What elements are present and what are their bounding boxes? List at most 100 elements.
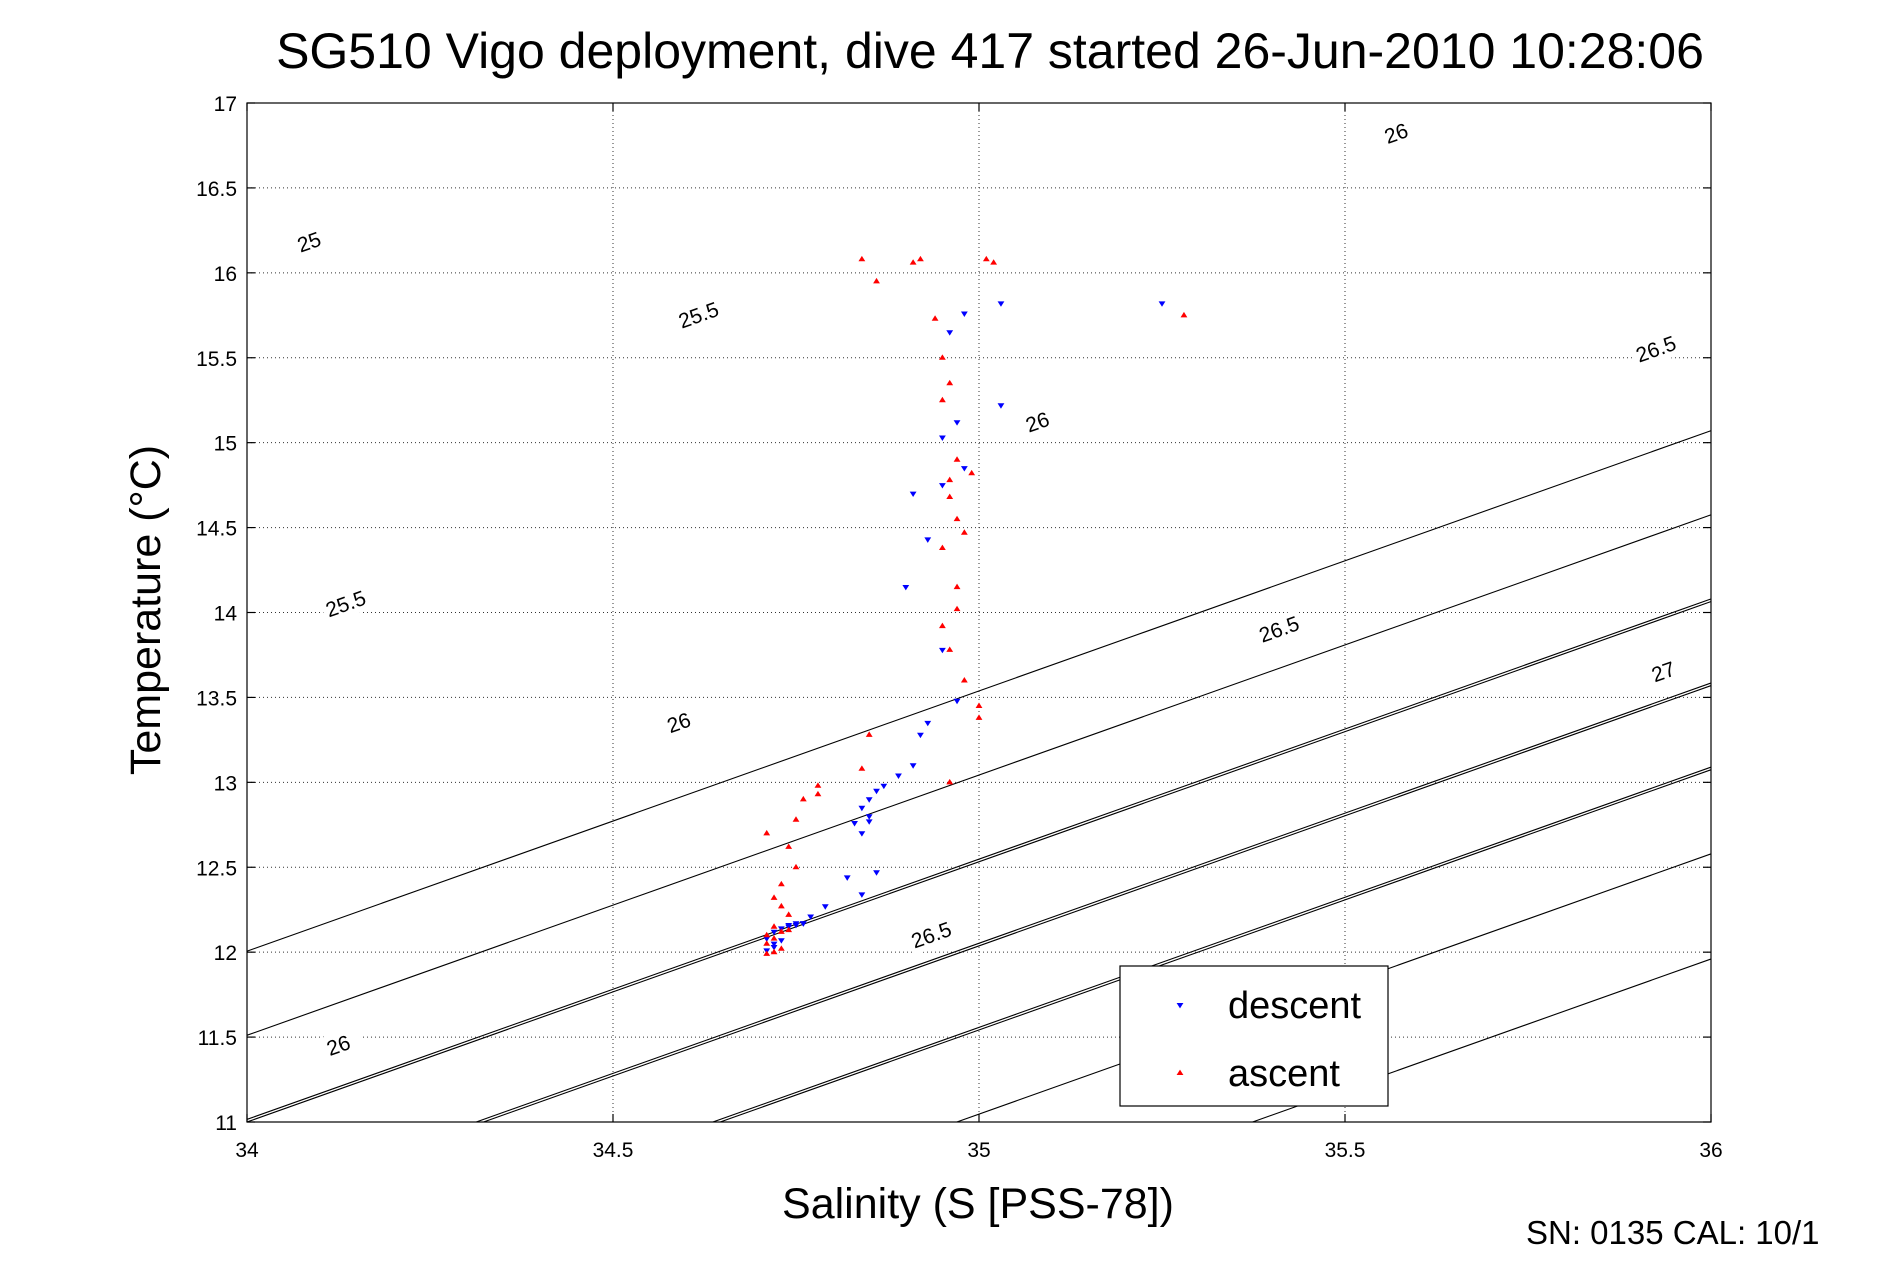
descent-point	[946, 330, 954, 336]
ascent-point	[909, 259, 917, 265]
descent-point	[902, 584, 910, 591]
descent-point	[843, 875, 851, 881]
descent-point	[924, 537, 932, 543]
ascent-point	[814, 790, 822, 797]
descent-point	[821, 904, 829, 910]
contour-label-background	[1629, 328, 1684, 370]
ascent-point	[763, 940, 771, 946]
descent-point	[770, 929, 778, 936]
density-contour-line	[483, 685, 1711, 1122]
y-tick-label: 16.5	[196, 178, 237, 201]
ascent-point	[777, 928, 785, 934]
descent-point	[997, 301, 1005, 307]
contour-label-background	[1369, 113, 1424, 154]
y-tick-label: 11.5	[198, 1027, 237, 1050]
x-tick-label: 35	[967, 1139, 990, 1162]
descent-point	[770, 945, 778, 951]
ascent-point	[931, 315, 939, 321]
ascent-point	[873, 277, 880, 284]
ascent-point	[858, 765, 866, 771]
ascent-point	[770, 935, 778, 941]
ascent-point	[982, 255, 990, 262]
contour-label-background	[651, 702, 706, 744]
descent-point	[939, 647, 946, 654]
y-tick-label: 15	[214, 433, 237, 456]
ascent-point	[953, 605, 961, 612]
y-tick-label: 13.5	[196, 687, 237, 710]
ascent-point	[763, 829, 771, 836]
descent-point	[865, 814, 873, 820]
contour-label-background	[311, 1025, 366, 1066]
ascent-point	[917, 255, 924, 262]
descent-point	[960, 311, 968, 317]
ascent-point	[968, 469, 976, 476]
x-axis-label: Salinity (S [PSS-78])	[782, 1180, 1174, 1228]
descent-point	[792, 922, 800, 929]
ascent-point	[953, 456, 961, 462]
descent-point	[909, 763, 917, 769]
descent-point	[865, 819, 873, 825]
descent-point	[917, 732, 924, 739]
ascent-point	[785, 926, 793, 933]
descent-point	[924, 720, 932, 727]
ascent-point	[777, 902, 785, 909]
ascent-point	[770, 894, 778, 900]
legend-marker-ascent	[1176, 1069, 1184, 1076]
descent-point	[960, 466, 968, 472]
descent-point	[953, 698, 961, 705]
ascent-point	[975, 702, 983, 708]
x-tick-label: 35.5	[1325, 1139, 1366, 1162]
series-descent	[763, 301, 1166, 954]
ascent-point	[1180, 311, 1188, 318]
ascent-point	[953, 515, 961, 522]
ascent-point	[814, 782, 822, 788]
y-tick-label: 14	[214, 603, 238, 626]
ascent-point	[785, 843, 793, 849]
descent-point	[865, 797, 873, 803]
descent-point	[909, 491, 917, 498]
ascent-point	[939, 354, 946, 360]
y-axis-label: Temperature (°C)	[122, 445, 170, 775]
ascent-point	[946, 379, 954, 386]
density-contour-line	[247, 600, 1711, 1122]
density-contour-line	[247, 514, 1711, 1036]
descent-point	[777, 938, 785, 944]
contour-label-background	[904, 914, 959, 956]
ascent-point	[865, 731, 873, 737]
descent-point	[799, 921, 807, 927]
legend-label-descent: descent	[1228, 985, 1362, 1027]
y-tick-label: 12.5	[196, 857, 237, 880]
ascent-point	[939, 622, 946, 629]
ascent-point	[939, 544, 946, 551]
density-contour-line	[719, 769, 1711, 1122]
density-contour-line	[712, 766, 1711, 1122]
ascent-point	[777, 945, 785, 951]
ascent-point	[785, 911, 793, 917]
ascent-point	[763, 950, 771, 956]
y-tick-label: 14.5	[196, 518, 237, 541]
ascent-point	[946, 493, 954, 500]
x-tick-label: 34	[235, 1139, 259, 1162]
descent-point	[858, 805, 866, 812]
descent-point	[880, 783, 888, 790]
ascent-point	[792, 816, 800, 822]
ascent-point	[763, 931, 771, 938]
x-tick-label: 36	[1699, 1139, 1722, 1162]
descent-point	[997, 403, 1005, 409]
legend-label-ascent: ascent	[1228, 1053, 1340, 1095]
ascent-point	[792, 863, 800, 870]
descent-point	[873, 788, 880, 795]
descent-point	[770, 941, 778, 948]
descent-point	[807, 914, 815, 920]
contour-label-background	[1010, 401, 1065, 443]
ascent-point	[946, 778, 954, 785]
descent-point	[953, 420, 961, 426]
descent-point	[851, 821, 858, 827]
descent-point	[858, 892, 866, 898]
y-tick-label: 11	[215, 1112, 237, 1135]
ascent-point	[953, 583, 961, 590]
y-tick-label: 13	[214, 772, 237, 795]
ascent-point	[946, 476, 954, 483]
